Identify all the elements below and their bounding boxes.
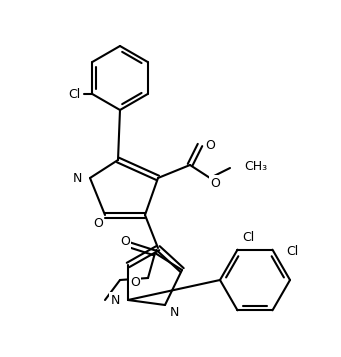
Text: Cl: Cl	[286, 245, 299, 258]
Text: Cl: Cl	[242, 231, 255, 244]
Text: Cl: Cl	[68, 87, 80, 101]
Text: N: N	[170, 307, 179, 320]
Text: CH₃: CH₃	[244, 160, 267, 172]
Text: O: O	[93, 216, 103, 230]
Text: N: N	[110, 293, 120, 307]
Text: O: O	[205, 139, 215, 151]
Text: O: O	[210, 176, 220, 190]
Text: N: N	[73, 171, 82, 185]
Text: O: O	[120, 235, 130, 247]
Text: O: O	[130, 277, 140, 290]
